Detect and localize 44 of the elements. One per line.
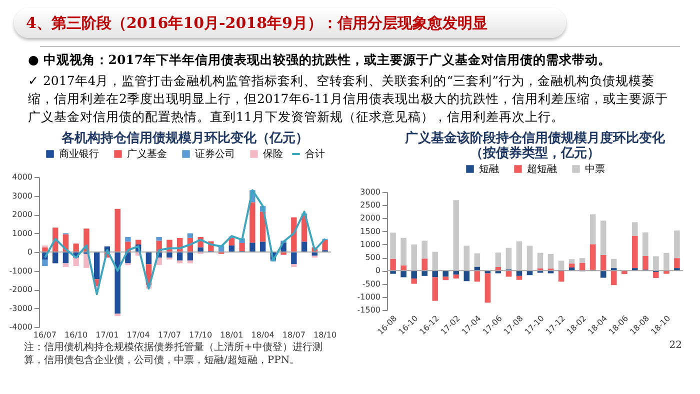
x-tick-label: 17/10 (189, 330, 212, 340)
y-tick-label: 3000 (360, 188, 380, 196)
x-tick-label: 16/07 (33, 330, 56, 340)
y-tick-label: 1000 (360, 240, 380, 249)
x-tick-label: 18/07 (282, 330, 306, 340)
x-tick-label: 17/04 (126, 330, 150, 340)
y-tick-label: -2000 (9, 285, 32, 294)
x-tick-label: 18/10 (314, 330, 337, 340)
chart-title: 广义基金该阶段持仓信用债规模月度环比变化（按债券类型，亿元） (404, 130, 666, 161)
x-tick-label: 17/01 (96, 330, 119, 340)
text: 22 (668, 339, 682, 352)
text: ● 中观视角：2017年下半年信用债表现出较强的抗跌性，或主要源于广义基金对信用债的需求带动。 (28, 52, 612, 69)
y-tick-label: 500 (365, 253, 380, 262)
y-tick-label: 2500 (360, 200, 380, 210)
legend-label: 广义基金 (127, 148, 167, 160)
chart-title: 各机构持仓信用债规模月环比变化（亿元） (60, 130, 308, 146)
y-tick-label: 1500 (360, 226, 380, 236)
y-tick-label: -1000 (357, 292, 380, 302)
y-tick-label: 4000 (12, 172, 32, 182)
y-tick-label: 0 (375, 266, 380, 276)
legend-label: 保险 (263, 148, 283, 160)
legend-label: 证券公司 (195, 148, 235, 160)
text: 4、第三阶段（2016年10月-2018年9月）：信用分层现象愈发明显 (14, 8, 566, 38)
y-tick-label: 2000 (360, 214, 380, 223)
y-tick-label: -3000 (9, 304, 32, 313)
x-tick-label: 18/01 (220, 330, 244, 340)
legend-label: 短融 (479, 163, 499, 175)
legend-label: 合计 (305, 148, 325, 160)
x-tick-label: 18/04 (251, 330, 274, 340)
text: 注：信用债机构持仓规模依据债券托管量（上清所+中债登）进行测算，信用债包含企业债，公司债，中票，短融/超短融，PPN。 (23, 341, 324, 367)
x-tick-label: 17/07 (158, 330, 181, 340)
legend-label: 商业银行 (59, 148, 99, 160)
y-tick-label: 2000 (12, 210, 32, 219)
y-tick-label: -1500 (357, 306, 380, 314)
y-tick-label: -4000 (9, 322, 32, 332)
y-tick-label: -1000 (9, 266, 32, 276)
y-tick-label: 0 (27, 248, 32, 256)
y-tick-label: 3000 (12, 191, 32, 200)
legend-label: 超短融 (527, 163, 557, 175)
x-tick-label: 16/10 (64, 330, 88, 340)
legend-label: 中票 (585, 163, 605, 175)
text: ✓ 2017年4月，监管打击金融机构监管指标套利、空转套利、关联套利的“三套利”行为，金融机构负债规模萎缩，信用利差在2季度出现明显上行，但2017年6-11月信用债表现出极大的抗跌性，信用利差压缩，或主要源于广义基金对信用债的配置热情。直到11月下发资管新规（征求意见稿），信用利差再次上行。 (28, 72, 669, 126)
y-tick-label: 1000 (12, 228, 32, 238)
y-tick-label: -500 (362, 279, 380, 288)
